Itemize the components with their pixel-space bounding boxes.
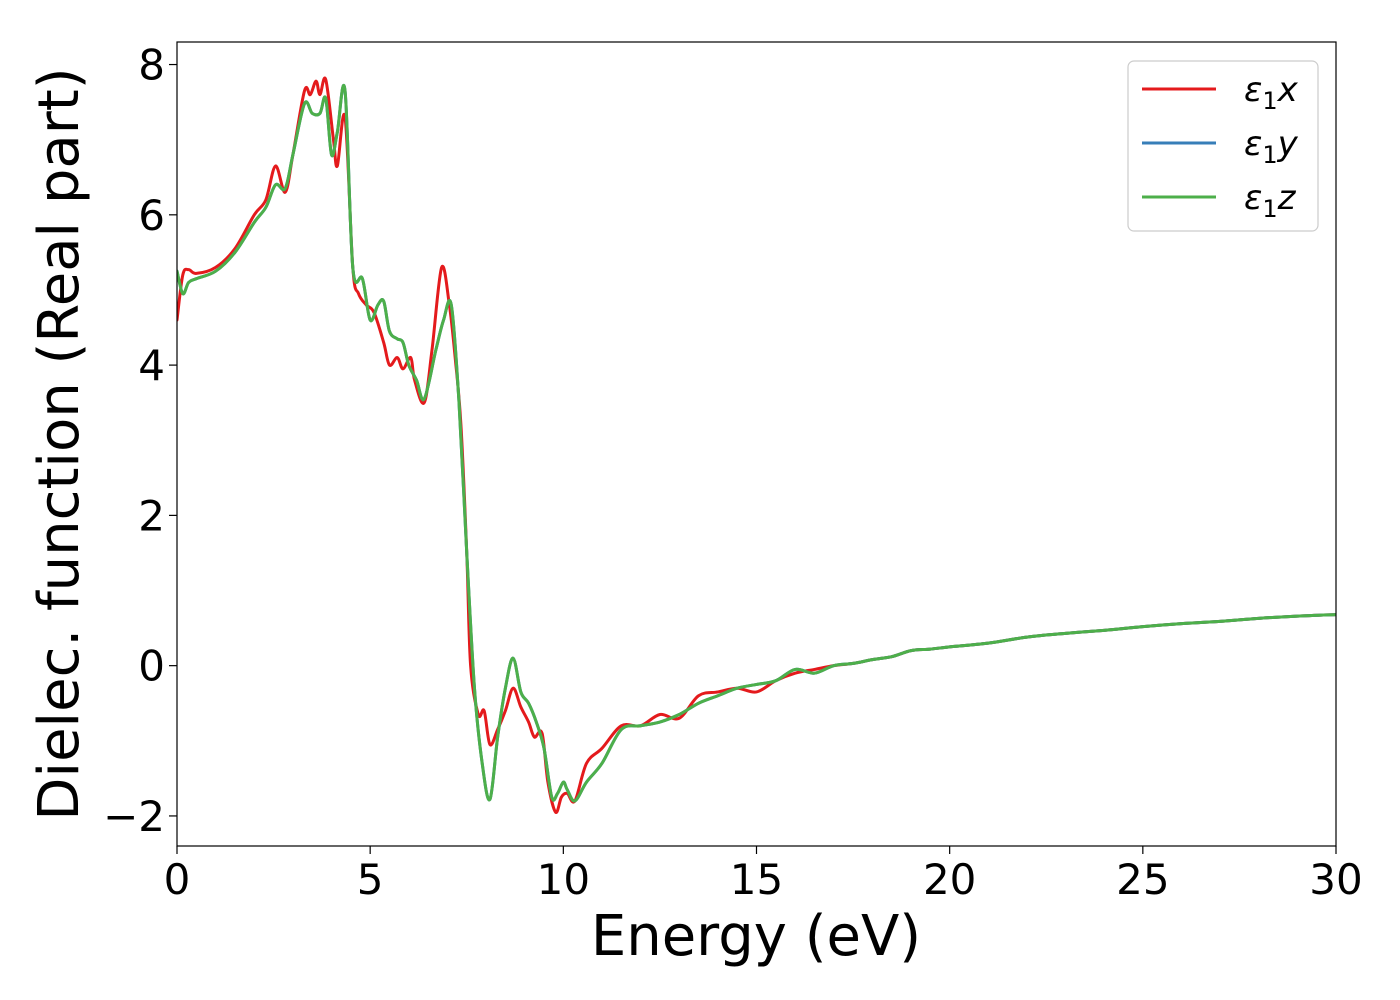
- legend-subscript: 1: [1262, 141, 1277, 169]
- y-axis-label: Dielec. function (Real part): [27, 67, 92, 820]
- series-layer: [177, 76, 1336, 814]
- x-tick-label: 5: [357, 855, 384, 904]
- y-tick-label: 8: [138, 41, 165, 90]
- y-tick-label: 2: [138, 491, 165, 540]
- legend-symbol: ε: [1244, 70, 1262, 110]
- legend-component: x: [1277, 70, 1299, 110]
- legend-symbol: ε: [1244, 178, 1262, 218]
- legend-label-x: ε1x: [1244, 70, 1299, 115]
- x-tick-label: 25: [1116, 855, 1169, 904]
- y-tick-label: 6: [138, 191, 165, 240]
- legend-component: y: [1277, 124, 1299, 164]
- legend-component: z: [1277, 178, 1297, 218]
- x-tick-label: 30: [1309, 855, 1362, 904]
- legend-label-y: ε1y: [1244, 124, 1299, 169]
- legend-subscript: 1: [1262, 87, 1277, 115]
- legend-box: [1127, 60, 1319, 232]
- x-axis-ticks: 0 5 10 15 20 25 30: [164, 846, 1363, 904]
- y-tick-label: 4: [138, 341, 165, 390]
- x-tick-label: 20: [923, 855, 976, 904]
- legend-symbol: ε: [1244, 124, 1262, 164]
- legend-subscript: 1: [1262, 195, 1277, 223]
- x-tick-label: 10: [537, 855, 590, 904]
- x-axis-label: Energy (eV): [591, 904, 921, 969]
- legend-label-z: ε1z: [1244, 178, 1297, 223]
- series-line-z: [177, 83, 1336, 803]
- y-tick-label: −2: [103, 792, 165, 841]
- x-tick-label: 0: [164, 855, 191, 904]
- y-tick-label: 0: [138, 642, 165, 691]
- y-axis-ticks: −2 0 2 4 6 8: [103, 41, 177, 841]
- x-tick-label: 15: [730, 855, 783, 904]
